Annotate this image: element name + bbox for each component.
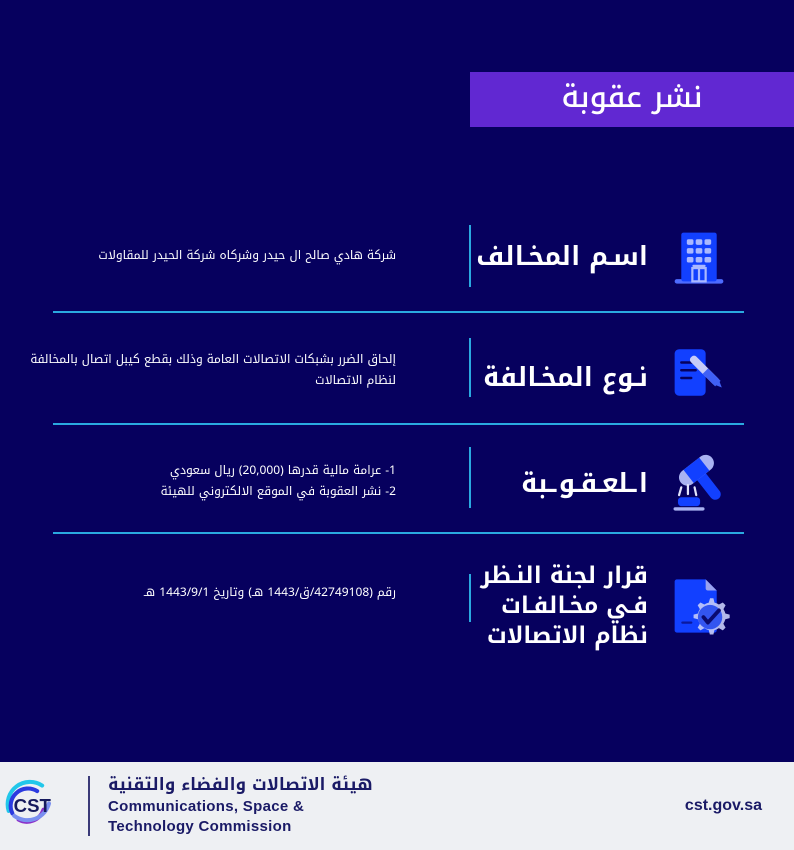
svg-text:CST: CST: [14, 795, 52, 816]
